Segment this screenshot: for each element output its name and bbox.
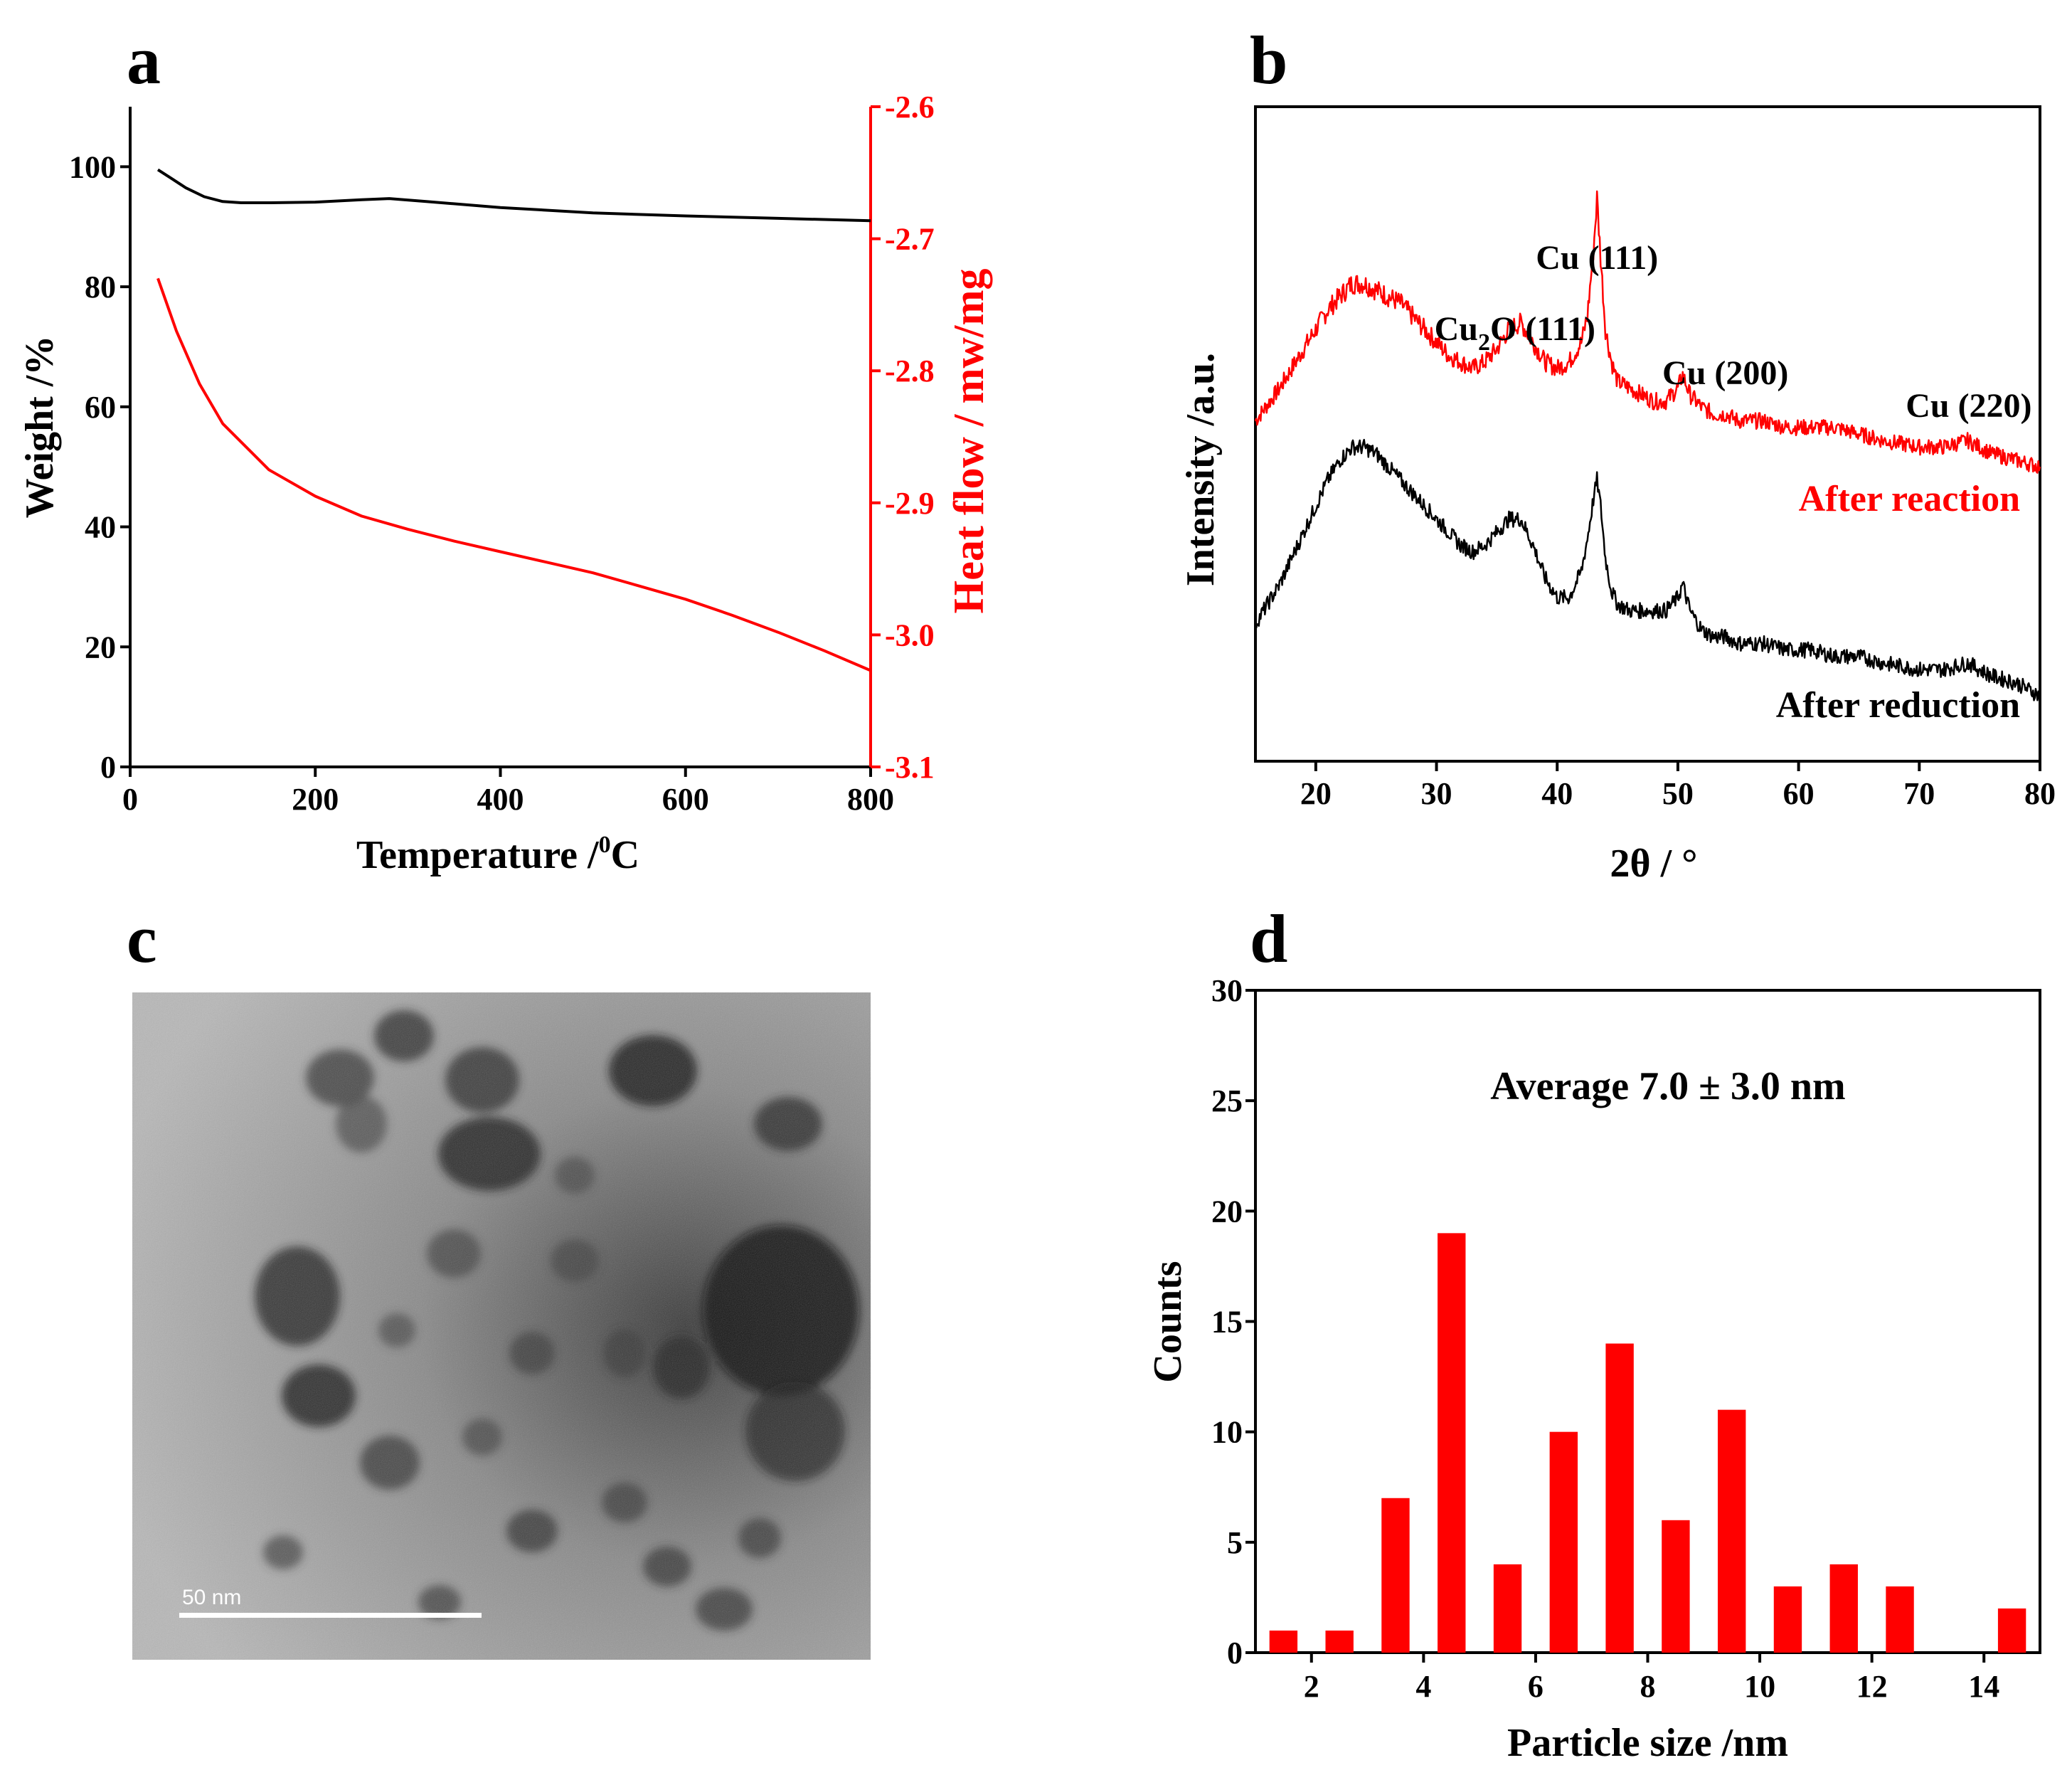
x-tick-label: 4: [1415, 1669, 1431, 1704]
x-tick-label: 2: [1304, 1669, 1319, 1704]
annotation-cu2o-111-text-main: Cu: [1435, 310, 1478, 348]
series-line-heat-flow: [156, 277, 871, 672]
x-tick-label: 400: [477, 782, 524, 817]
bar: [1605, 1343, 1634, 1653]
panel-label-c: c: [127, 901, 157, 977]
bar: [1325, 1630, 1354, 1653]
y-tick-label: 10: [1211, 1415, 1243, 1450]
y-axis-title: Intensity /a.u.: [1179, 353, 1223, 586]
average-annotation: Average 7.0 ± 3.0 nm: [1490, 1064, 1845, 1108]
y-tick-label: 5: [1227, 1525, 1243, 1560]
y2-tick-label: -2.9: [885, 486, 935, 521]
y-tick-label: 20: [1211, 1194, 1243, 1229]
panel-label-a: a: [127, 22, 161, 98]
y-tick-label: 0: [1227, 1636, 1243, 1670]
x-tick-label: 800: [847, 782, 894, 817]
bar: [1493, 1564, 1522, 1653]
series-line-after-reduction: [1254, 438, 2041, 701]
x-tick-label: 0: [122, 782, 138, 817]
x-axis-title-main: Temperature /: [356, 833, 600, 877]
x-tick-label: 200: [292, 782, 339, 817]
y2-tick-label: -3.1: [885, 750, 935, 785]
panel-b: b 20 30 40 50 60 70 80 Cu (111) Cu2O (111) Cu (20…: [1179, 22, 2056, 886]
legend-after-reaction: After reaction: [1799, 479, 2020, 519]
y2-tick-label: -3.0: [885, 618, 935, 652]
bar: [1773, 1586, 1802, 1653]
y2-tick-label: -2.8: [885, 354, 935, 388]
x-axis-title-unit: C: [611, 833, 639, 877]
bar: [1886, 1586, 1914, 1653]
x-tick-label: 50: [1662, 776, 1694, 811]
scale-bar: [179, 1613, 482, 1618]
legend-after-reduction: After reduction: [1776, 685, 2020, 726]
x-tick-label: 20: [1300, 776, 1332, 811]
series-line-after-reaction: [1254, 190, 2041, 474]
annotation-cu2o-111: Cu2O (111): [1435, 310, 1595, 356]
y-tick-label: 80: [85, 270, 116, 304]
x-tick-label: 600: [662, 782, 709, 817]
annotation-cu-111: Cu (111): [1536, 239, 1658, 277]
x-tick-label: 40: [1541, 776, 1573, 811]
panel-a: a 0 200 400 600 800 0 20 40 60 80 100 -2.6 -2.7 -2.8 -…: [18, 22, 992, 877]
bar: [1997, 1608, 2026, 1653]
y-tick-label: 60: [85, 390, 116, 425]
x-tick-label: 12: [1856, 1669, 1888, 1704]
y2-tick-label: -2.6: [885, 90, 935, 124]
bar: [1381, 1498, 1410, 1653]
y-tick-label: 30: [1211, 973, 1243, 1008]
scale-bar-label: 50 nm: [182, 1586, 241, 1609]
annotation-cu-220: Cu (220): [1906, 387, 2031, 425]
x-tick-label: 30: [1421, 776, 1452, 811]
tem-image: 50 nm: [132, 992, 871, 1660]
panel-c: c: [127, 901, 871, 1660]
x-axis-title: 2θ / °: [1610, 842, 1697, 886]
y-tick-label: 15: [1211, 1305, 1243, 1340]
y-tick-label: 0: [100, 750, 116, 785]
annotation-cu-200: Cu (200): [1662, 354, 1788, 392]
bar: [1662, 1520, 1690, 1653]
x-axis-title: Particle size /nm: [1507, 1721, 1788, 1765]
bar: [1549, 1431, 1578, 1653]
y2-tick-label: -2.7: [885, 222, 935, 257]
series-line-weight: [156, 168, 871, 223]
bar: [1269, 1630, 1298, 1653]
x-tick-label: 70: [1903, 776, 1935, 811]
y2-axis-title: Heat flow / mw/mg: [945, 269, 992, 614]
x-axis-title: Temperature /0C: [356, 832, 639, 877]
annotation-cu2o-111-text-tail: O (111): [1490, 310, 1595, 348]
bar: [1717, 1409, 1746, 1653]
y-tick-label: 20: [85, 630, 116, 664]
y-tick-label: 100: [69, 149, 116, 184]
y-axis-title: Weight /%: [18, 336, 62, 519]
x-tick-label: 10: [1744, 1669, 1775, 1704]
y-axis-title: Counts: [1146, 1261, 1190, 1382]
panel-label-d: d: [1250, 901, 1287, 977]
y-tick-label: 25: [1211, 1083, 1243, 1118]
x-tick-label: 14: [1968, 1669, 1999, 1704]
x-axis-title-sup: 0: [599, 832, 611, 858]
tem-grain: [132, 992, 871, 1660]
x-tick-label: 80: [2024, 776, 2056, 811]
annotation-cu2o-111-text-sub: 2: [1478, 329, 1490, 356]
panel-label-b: b: [1250, 22, 1287, 98]
panel-d: d 2 4 6 8 10 12 14 0 5 10 15 20 25 30 Average 7.0 ± 3.…: [1146, 901, 2041, 1765]
y-tick-label: 40: [85, 510, 116, 545]
x-tick-label: 60: [1783, 776, 1815, 811]
bar: [1829, 1564, 1858, 1653]
bar: [1438, 1233, 1466, 1653]
x-tick-label: 6: [1528, 1669, 1544, 1704]
plot-frame: [1254, 105, 2041, 763]
x-tick-label: 8: [1640, 1669, 1656, 1704]
